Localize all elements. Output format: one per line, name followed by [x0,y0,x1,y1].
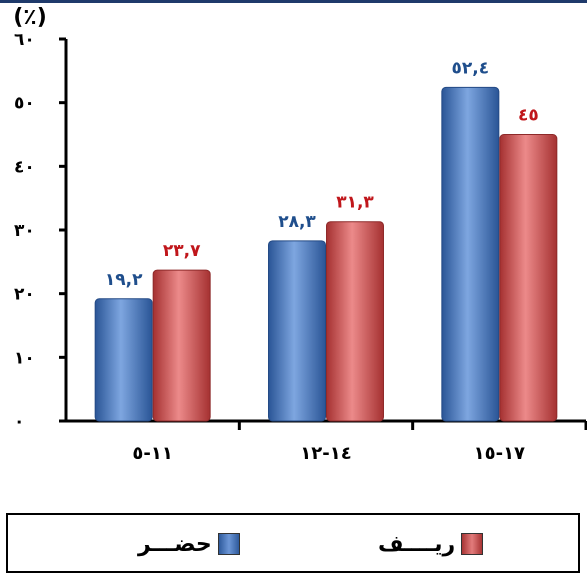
bar-rural [326,221,384,422]
bar-rural [152,269,211,422]
legend-swatch-urban [217,533,240,555]
top-rule [0,0,587,3]
legend-item-urban: حضـــر [138,529,240,559]
bar-urban [94,298,153,422]
data-label-urban: ٥٢,٤ [452,58,490,78]
y-tick-label: ٢٠ [14,285,35,305]
y-tick-label: ٦٠ [14,30,35,50]
data-label-urban: ١٩,٢ [105,270,143,290]
bar-urban [268,240,326,422]
legend-label-urban: حضـــر [138,531,212,557]
legend-item-rural: ريــــف [378,529,484,559]
data-label-rural: ٢٣,٧ [163,241,201,261]
y-tick-label: ٥٠ [14,94,35,114]
data-label-rural: ٣١,٣ [336,193,374,213]
y-tick-label: ٣٠ [14,221,35,241]
bar-urban [441,86,500,422]
legend: حضـــر ريــــف [6,513,580,573]
x-tick-label: ١١-٥ [132,443,172,464]
x-tick-label: ١٧-١٥ [474,443,525,464]
y-unit-label: (٪) [13,5,47,30]
bar-rural [499,134,558,422]
data-label-urban: ٢٨,٣ [278,212,316,232]
bar-chart: ٠ ١٠ ٢٠ ٣٠ ٤٠ ٥٠ ٦٠(٪) ١٩,٢ ٢٣,٧ ١١-٥ ٢٨,٣ ٣١,٣ ١٤-١… [13,5,587,464]
y-tick-label: ٠ [14,412,24,432]
legend-label-rural: ريــــف [378,531,456,557]
legend-swatch-rural [461,533,484,555]
y-tick-label: ١٠ [14,348,35,368]
x-tick-label: ١٤-١٢ [300,443,351,464]
y-tick-label: ٤٠ [14,157,35,177]
data-label-rural: ٤٥ [518,106,539,126]
